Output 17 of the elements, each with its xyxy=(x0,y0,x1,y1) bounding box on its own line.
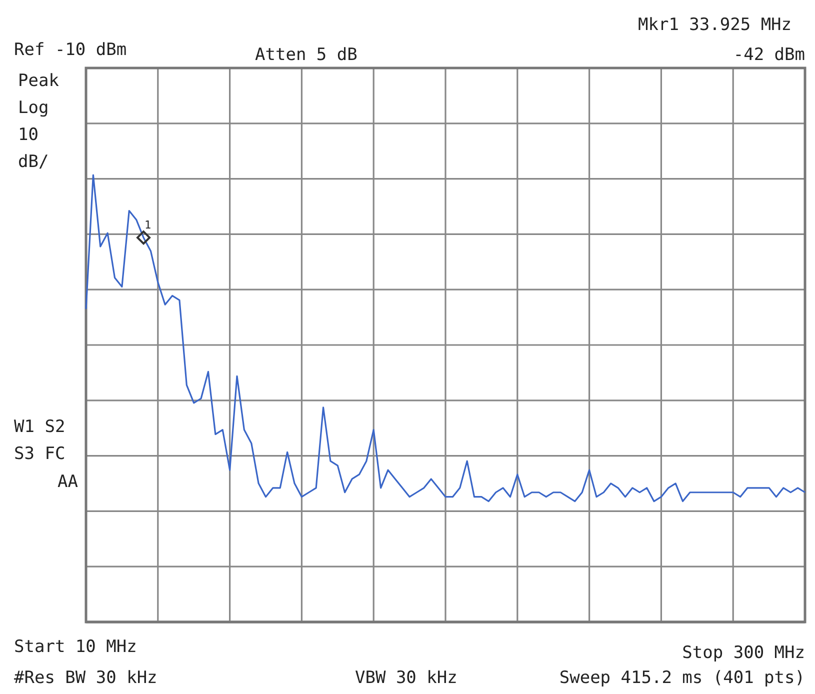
text: Mkr1 33.925 MHz xyxy=(638,15,792,35)
text: dB/ xyxy=(18,152,49,172)
text: W1 S2 xyxy=(14,417,66,437)
text: Stop 300 MHz xyxy=(682,643,805,663)
text: #Res BW 30 kHz xyxy=(14,668,158,688)
text: S3 FC xyxy=(14,444,66,464)
text: AA xyxy=(58,472,78,492)
annotation: 1 xyxy=(144,218,152,232)
text: Sweep 415.2 ms (401 pts) xyxy=(559,668,805,688)
text: Log xyxy=(18,98,49,118)
text: Atten 5 dB xyxy=(255,45,358,65)
text: Ref -10 dBm xyxy=(14,40,127,60)
text: 10 xyxy=(18,125,38,145)
text: Start 10 MHz xyxy=(14,637,137,657)
text: Peak xyxy=(18,71,59,91)
text: -42 dBm xyxy=(733,45,805,65)
text: VBW 30 kHz xyxy=(355,668,458,688)
